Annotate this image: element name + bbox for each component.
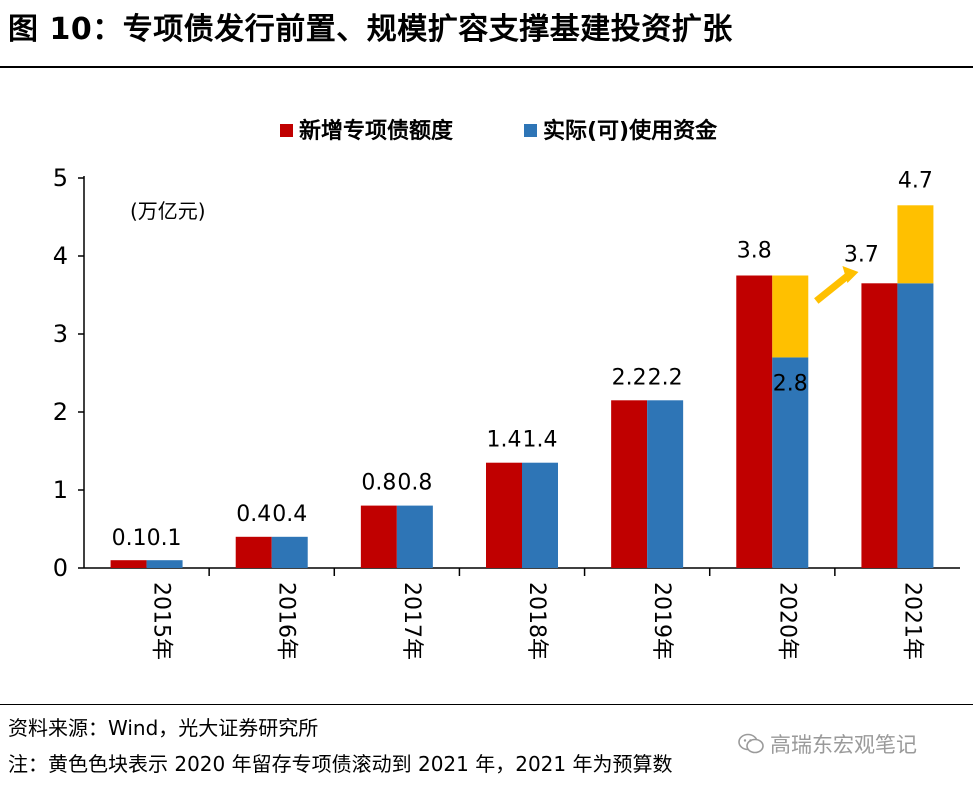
page-title: 图 10：专项债发行前置、规模扩容支撑基建投资扩张 (8, 12, 733, 47)
data-label: 1.4 (523, 428, 558, 453)
bar-实际(可)使用资金 (897, 283, 934, 568)
y-tick-label: 0 (53, 554, 68, 582)
data-label: 3.7 (844, 242, 879, 267)
watermark-text: 高瑞东宏观笔记 (770, 733, 917, 757)
bar-实际(可)使用资金 (647, 400, 684, 568)
y-tick-label: 3 (53, 320, 68, 348)
data-label: 3.8 (737, 239, 772, 264)
unit-label: (万亿元) (130, 199, 206, 223)
rollover-arrow-shaft (814, 273, 850, 304)
highlight-bar (772, 275, 809, 358)
x-tick-label: 2016年 (274, 582, 299, 660)
x-tick-label: 2019年 (649, 582, 674, 660)
data-label: 1.4 (487, 428, 522, 453)
y-tick-label: 5 (53, 164, 68, 192)
bar-新增专项债额度 (235, 536, 272, 568)
source-text: 资料来源：Wind，光大证券研究所 (8, 716, 319, 740)
data-label: 4.7 (898, 168, 933, 193)
data-label: 0.4 (236, 502, 271, 527)
rollover-arrow-head (842, 266, 859, 283)
bar-新增专项债额度 (110, 560, 147, 568)
data-label: 0.10.1 (112, 526, 182, 551)
bar-新增专项债额度 (360, 505, 397, 568)
data-label: 2.2 (612, 365, 647, 390)
x-tick-label: 2020年 (774, 582, 799, 660)
data-label: 0.8 (361, 471, 396, 496)
title-divider (0, 66, 973, 68)
note-text: 注：黄色色块表示 2020 年留存专项债滚动到 2021 年，2021 年为预算… (8, 752, 673, 776)
data-label: 2.8 (773, 371, 808, 396)
bar-新增专项债额度 (861, 283, 898, 568)
bar-新增专项债额度 (611, 400, 648, 568)
watermark: 高瑞东宏观笔记 (738, 729, 917, 759)
data-label: 2.2 (648, 365, 683, 390)
data-label: 0.8 (397, 471, 432, 496)
highlight-bar (897, 205, 934, 284)
x-tick-label: 2015年 (149, 582, 174, 660)
legend-swatch (524, 124, 537, 137)
data-label: 0.4 (272, 502, 307, 527)
bar-实际(可)使用资金 (522, 462, 558, 568)
bar-新增专项债额度 (486, 462, 522, 568)
x-tick-label: 2017年 (399, 582, 424, 660)
bar-chart: 新增专项债额度 实际(可)使用资金 (万亿元) 0 1 2 3 4 5 2015年 2016年 201… (53, 118, 960, 660)
bar-新增专项债额度 (736, 275, 773, 568)
legend-swatch (280, 124, 293, 137)
legend-label: 实际(可)使用资金 (543, 118, 718, 144)
wechat-icon (738, 733, 764, 754)
bar-实际(可)使用资金 (146, 560, 183, 568)
x-tick-label: 2021年 (899, 582, 924, 660)
y-tick-label: 2 (53, 398, 68, 426)
y-tick-label: 1 (53, 476, 68, 504)
footer-divider (0, 704, 973, 705)
bar-实际(可)使用资金 (772, 357, 809, 568)
bar-实际(可)使用资金 (271, 536, 308, 568)
bar-实际(可)使用资金 (396, 505, 433, 568)
y-tick-label: 4 (53, 242, 68, 270)
x-tick-label: 2018年 (524, 582, 549, 660)
legend-label: 新增专项债额度 (299, 118, 454, 144)
